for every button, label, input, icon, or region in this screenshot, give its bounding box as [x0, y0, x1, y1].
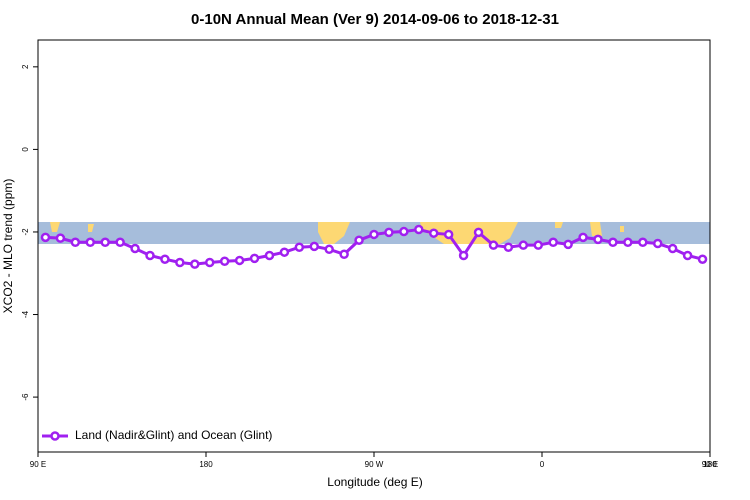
data-point — [279, 247, 290, 257]
data-point — [85, 237, 96, 248]
x-tick-label: 90 E — [702, 460, 718, 469]
data-point — [533, 240, 544, 250]
x-tick-label: 90 W — [365, 460, 384, 469]
data-point — [682, 250, 693, 261]
data-point — [578, 232, 588, 243]
data-point — [473, 227, 484, 238]
data-point — [145, 250, 155, 261]
data-point — [593, 234, 603, 245]
data-point — [160, 254, 170, 264]
data-point — [384, 227, 394, 238]
data-point — [638, 237, 648, 248]
y-tick-label: 0 — [21, 147, 30, 152]
x-tick-label: 180 — [199, 460, 213, 469]
y-tick-label: -4 — [21, 310, 30, 318]
data-point — [324, 244, 334, 255]
data-point — [40, 232, 51, 243]
data-point — [667, 243, 678, 254]
data-point — [249, 253, 260, 264]
data-point — [100, 237, 110, 248]
data-point — [548, 237, 558, 248]
data-point — [354, 235, 364, 245]
data-point — [369, 229, 379, 240]
data-point — [309, 241, 320, 252]
y-tick-label: -6 — [21, 393, 30, 401]
data-point — [339, 249, 349, 260]
data-point — [130, 243, 140, 254]
x-axis-label: Longitude (deg E) — [327, 475, 422, 489]
data-point — [175, 257, 185, 268]
data-point — [697, 254, 708, 264]
legend-label: Land (Nadir&Glint) and Ocean (Glint) — [75, 428, 272, 442]
data-point — [294, 242, 305, 252]
data-point — [204, 257, 215, 268]
data-point — [443, 229, 454, 240]
data-point — [414, 224, 424, 235]
x-tick-label: 180 — [703, 460, 717, 469]
data-point — [518, 240, 529, 250]
data-point — [563, 239, 573, 250]
data-point — [608, 237, 618, 248]
x-tick-label: 0 — [540, 460, 545, 469]
y-tick-label: 2 — [21, 64, 30, 69]
data-point — [428, 228, 439, 238]
legend-marker — [50, 431, 60, 441]
data-point — [219, 256, 230, 267]
data-point — [55, 233, 66, 243]
data-point — [458, 250, 469, 261]
data-point — [652, 238, 663, 249]
data-point — [264, 250, 275, 261]
data-point — [488, 240, 499, 250]
y-axis-label: XCO2 - MLO trend (ppm) — [1, 179, 15, 314]
chart-title: 0-10N Annual Mean (Ver 9) 2014-09-06 to … — [191, 11, 559, 28]
data-point — [399, 226, 409, 237]
data-point — [190, 259, 200, 269]
data-point — [70, 237, 81, 248]
data-point — [115, 237, 125, 248]
data-point — [234, 255, 245, 266]
y-tick-label: -2 — [21, 228, 30, 236]
data-point — [503, 242, 514, 252]
data-point — [623, 237, 633, 248]
x-tick-label: 90 E — [30, 460, 46, 469]
